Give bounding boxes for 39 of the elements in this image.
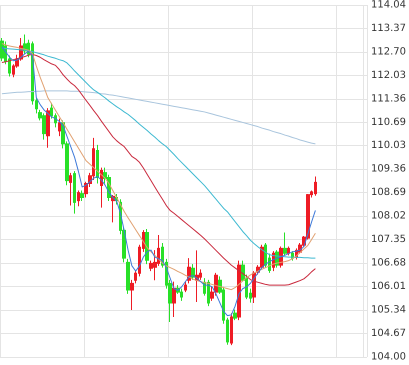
candlestick [283,232,287,256]
y-tick-label: 112.03 [371,70,406,81]
candlestick [230,312,233,346]
y-tick-label: 110.03 [371,140,406,152]
candlestick [180,288,183,302]
candlestick [191,264,195,280]
y-tick-label: 108.02 [371,210,406,222]
y-tick-label: 111.36 [371,93,406,104]
y-tick-label: 108.69 [371,187,406,198]
candlestick [207,279,210,307]
candlestick [287,246,290,256]
candlestick [0,37,4,62]
y-tick-label: 106.01 [371,281,406,292]
candlestick [58,118,61,137]
candlestick [184,281,187,293]
candlestick [96,144,99,184]
y-tick-label: 107.35 [371,234,406,246]
candlestick [77,190,80,207]
y-tick-label: 104.67 [371,328,406,340]
candlestick [80,190,84,202]
y-tick-label: 110.69 [371,116,406,128]
candlestick [42,112,46,140]
candlestick [126,258,130,294]
candlestick [73,170,76,214]
line-series [1,90,316,144]
candlestick [69,172,72,206]
candlestick [233,309,237,321]
candlestick [172,281,176,318]
candlestick [46,108,50,148]
candlestick [195,250,199,302]
y-tick-label: 105.34 [371,304,406,316]
y-tick-label: 113.37 [371,22,406,34]
y-tick-label: 106.68 [371,258,406,269]
candlestick [237,260,241,321]
y-tick-label: 112.70 [371,46,406,58]
y-tick-label: 109.36 [371,164,406,175]
y-tick-label: 114.04 [371,0,406,10]
y-tick-label: 104.00 [371,352,406,362]
candlestick [314,176,317,196]
